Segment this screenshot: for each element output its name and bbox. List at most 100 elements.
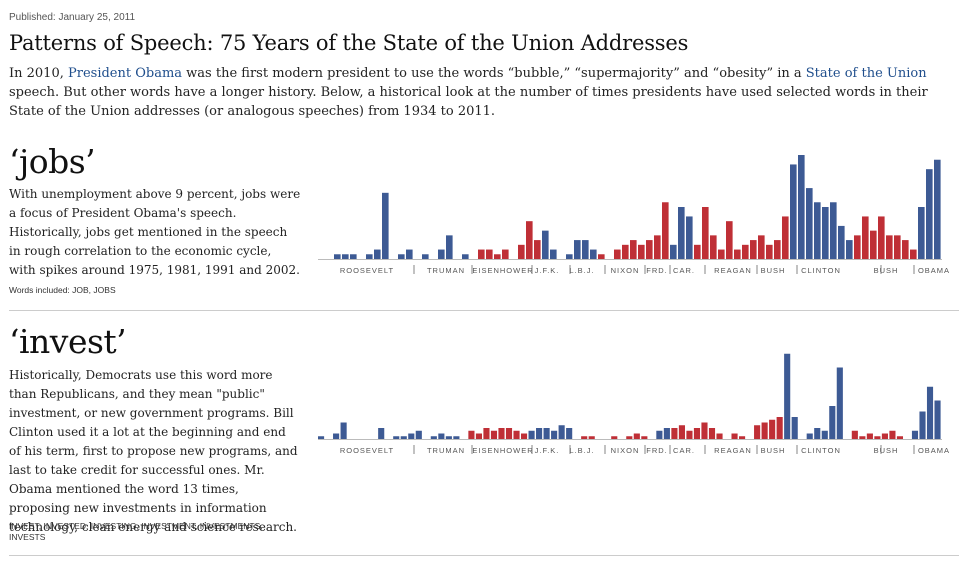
bar	[462, 254, 469, 259]
president-label: CLINTON	[801, 446, 841, 455]
president-label: L.B.J.	[569, 266, 594, 275]
published-date: Published: January 25, 2011	[9, 12, 136, 23]
bar	[614, 249, 621, 259]
bar	[776, 417, 783, 439]
bar	[656, 430, 663, 439]
bar	[726, 221, 733, 259]
bar	[934, 400, 941, 439]
president-label: BUSH	[874, 266, 899, 275]
intro-text-1: In 2010,	[9, 66, 68, 81]
bar	[646, 240, 653, 259]
bar	[350, 254, 357, 259]
bar	[758, 235, 765, 259]
bar	[821, 430, 828, 439]
bar	[542, 230, 549, 259]
bar	[382, 192, 389, 259]
bar	[702, 207, 709, 259]
invest-heading: ‘invest’	[9, 322, 127, 361]
bar	[558, 425, 565, 439]
bar	[734, 249, 741, 259]
president-label: CAR.	[673, 446, 695, 455]
bar	[670, 244, 677, 259]
invest-bar-chart: ROOSEVELT TRUMAN EISENHOWER J.F.K. L.B.J. NIX…	[318, 353, 949, 455]
bar	[846, 240, 853, 259]
bar	[822, 207, 829, 259]
bar	[838, 225, 845, 259]
bar	[490, 430, 498, 439]
bar	[870, 230, 877, 259]
bar	[731, 433, 738, 439]
bar	[590, 249, 597, 259]
president-label: CLINTON	[801, 266, 841, 275]
bar	[806, 188, 813, 259]
bar	[754, 425, 761, 439]
bar	[626, 436, 633, 439]
bar	[718, 249, 725, 259]
bar	[633, 433, 640, 439]
bar	[566, 428, 573, 439]
bar	[378, 428, 385, 439]
bar	[671, 428, 678, 439]
president-label: CAR.	[673, 266, 695, 275]
intro-text-3: speech. But other words have a longer hi…	[9, 85, 928, 119]
bar	[830, 202, 837, 259]
bar	[438, 433, 445, 439]
bar	[878, 216, 885, 259]
bar	[694, 244, 701, 259]
president-label: OBAMA	[918, 266, 950, 275]
intro-paragraph: In 2010, President Obama was the first m…	[9, 64, 944, 121]
bar	[678, 425, 685, 439]
invest-description: Historically, Democrats use this word mo…	[9, 368, 298, 534]
bar	[739, 436, 746, 439]
bar	[693, 428, 701, 439]
bar	[798, 155, 805, 259]
bar	[774, 240, 781, 259]
bar	[716, 433, 723, 439]
bar	[526, 221, 533, 259]
president-label: J.F.K.	[535, 266, 560, 275]
bar	[502, 249, 509, 259]
bar	[528, 430, 535, 439]
bar	[710, 235, 717, 259]
jobs-bar-chart: ROOSEVELT TRUMAN EISENHOWER J.F.K. L.B.J. NIX…	[318, 155, 950, 275]
bar	[678, 207, 685, 259]
president-label: L.B.J.	[569, 446, 594, 455]
bar	[486, 249, 493, 259]
bar	[911, 430, 919, 439]
bar	[453, 436, 460, 439]
president-label: REAGAN	[714, 446, 752, 455]
president-label: FRD.	[646, 266, 668, 275]
bar	[406, 249, 413, 259]
bar	[422, 254, 429, 259]
bar	[483, 428, 490, 439]
bar	[881, 433, 888, 439]
state-of-union-link[interactable]: State of the Union	[805, 66, 927, 81]
president-label: NIXON	[611, 446, 640, 455]
bar	[468, 430, 475, 439]
bar	[926, 386, 934, 439]
president-label: BUSH	[874, 446, 899, 455]
bar	[513, 430, 520, 439]
page-title: Patterns of Speech: 75 Years of the Stat…	[9, 31, 689, 55]
bar	[866, 433, 873, 439]
bar	[333, 433, 340, 439]
president-label: ROOSEVELT	[340, 446, 394, 455]
bar	[393, 436, 400, 439]
bar	[654, 235, 661, 259]
bar	[708, 428, 716, 439]
bar	[588, 436, 595, 439]
bar	[742, 244, 749, 259]
bar	[494, 254, 501, 259]
bar	[910, 249, 917, 259]
bar	[814, 202, 821, 259]
bar	[782, 216, 789, 259]
bar	[701, 422, 708, 439]
bar	[551, 430, 558, 439]
bar	[854, 235, 861, 259]
president-obama-link[interactable]: President Obama	[68, 66, 183, 81]
bar	[550, 249, 557, 259]
bar	[438, 249, 445, 259]
bar	[400, 436, 407, 439]
bar	[366, 254, 373, 259]
bar	[475, 433, 482, 439]
